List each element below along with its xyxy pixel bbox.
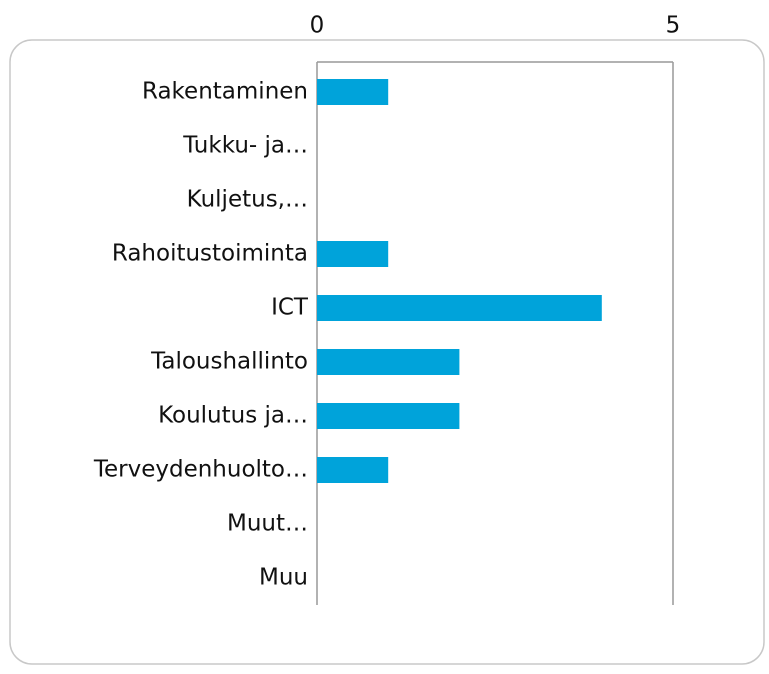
- bar: [317, 403, 460, 429]
- x-tick-label: 0: [310, 13, 325, 39]
- x-tick-label: 5: [666, 13, 681, 39]
- bar: [317, 295, 602, 321]
- y-tick-label: Terveydenhuolto…: [93, 457, 308, 483]
- bar: [317, 349, 460, 375]
- y-tick-label: Kuljetus,…: [187, 187, 308, 213]
- bar: [317, 79, 389, 105]
- y-tick-label: ICT: [271, 295, 309, 321]
- y-tick-label: Taloushallinto: [150, 349, 308, 375]
- y-tick-label: Muu: [259, 565, 308, 591]
- bar: [317, 241, 389, 267]
- y-tick-label: Muut…: [227, 511, 308, 537]
- y-tick-label: Rahoitustoiminta: [112, 241, 308, 267]
- bar: [317, 457, 389, 483]
- y-tick-label: Rakentaminen: [142, 79, 308, 105]
- y-tick-label: Tukku- ja…: [182, 133, 308, 159]
- y-tick-label: Koulutus ja…: [158, 403, 308, 429]
